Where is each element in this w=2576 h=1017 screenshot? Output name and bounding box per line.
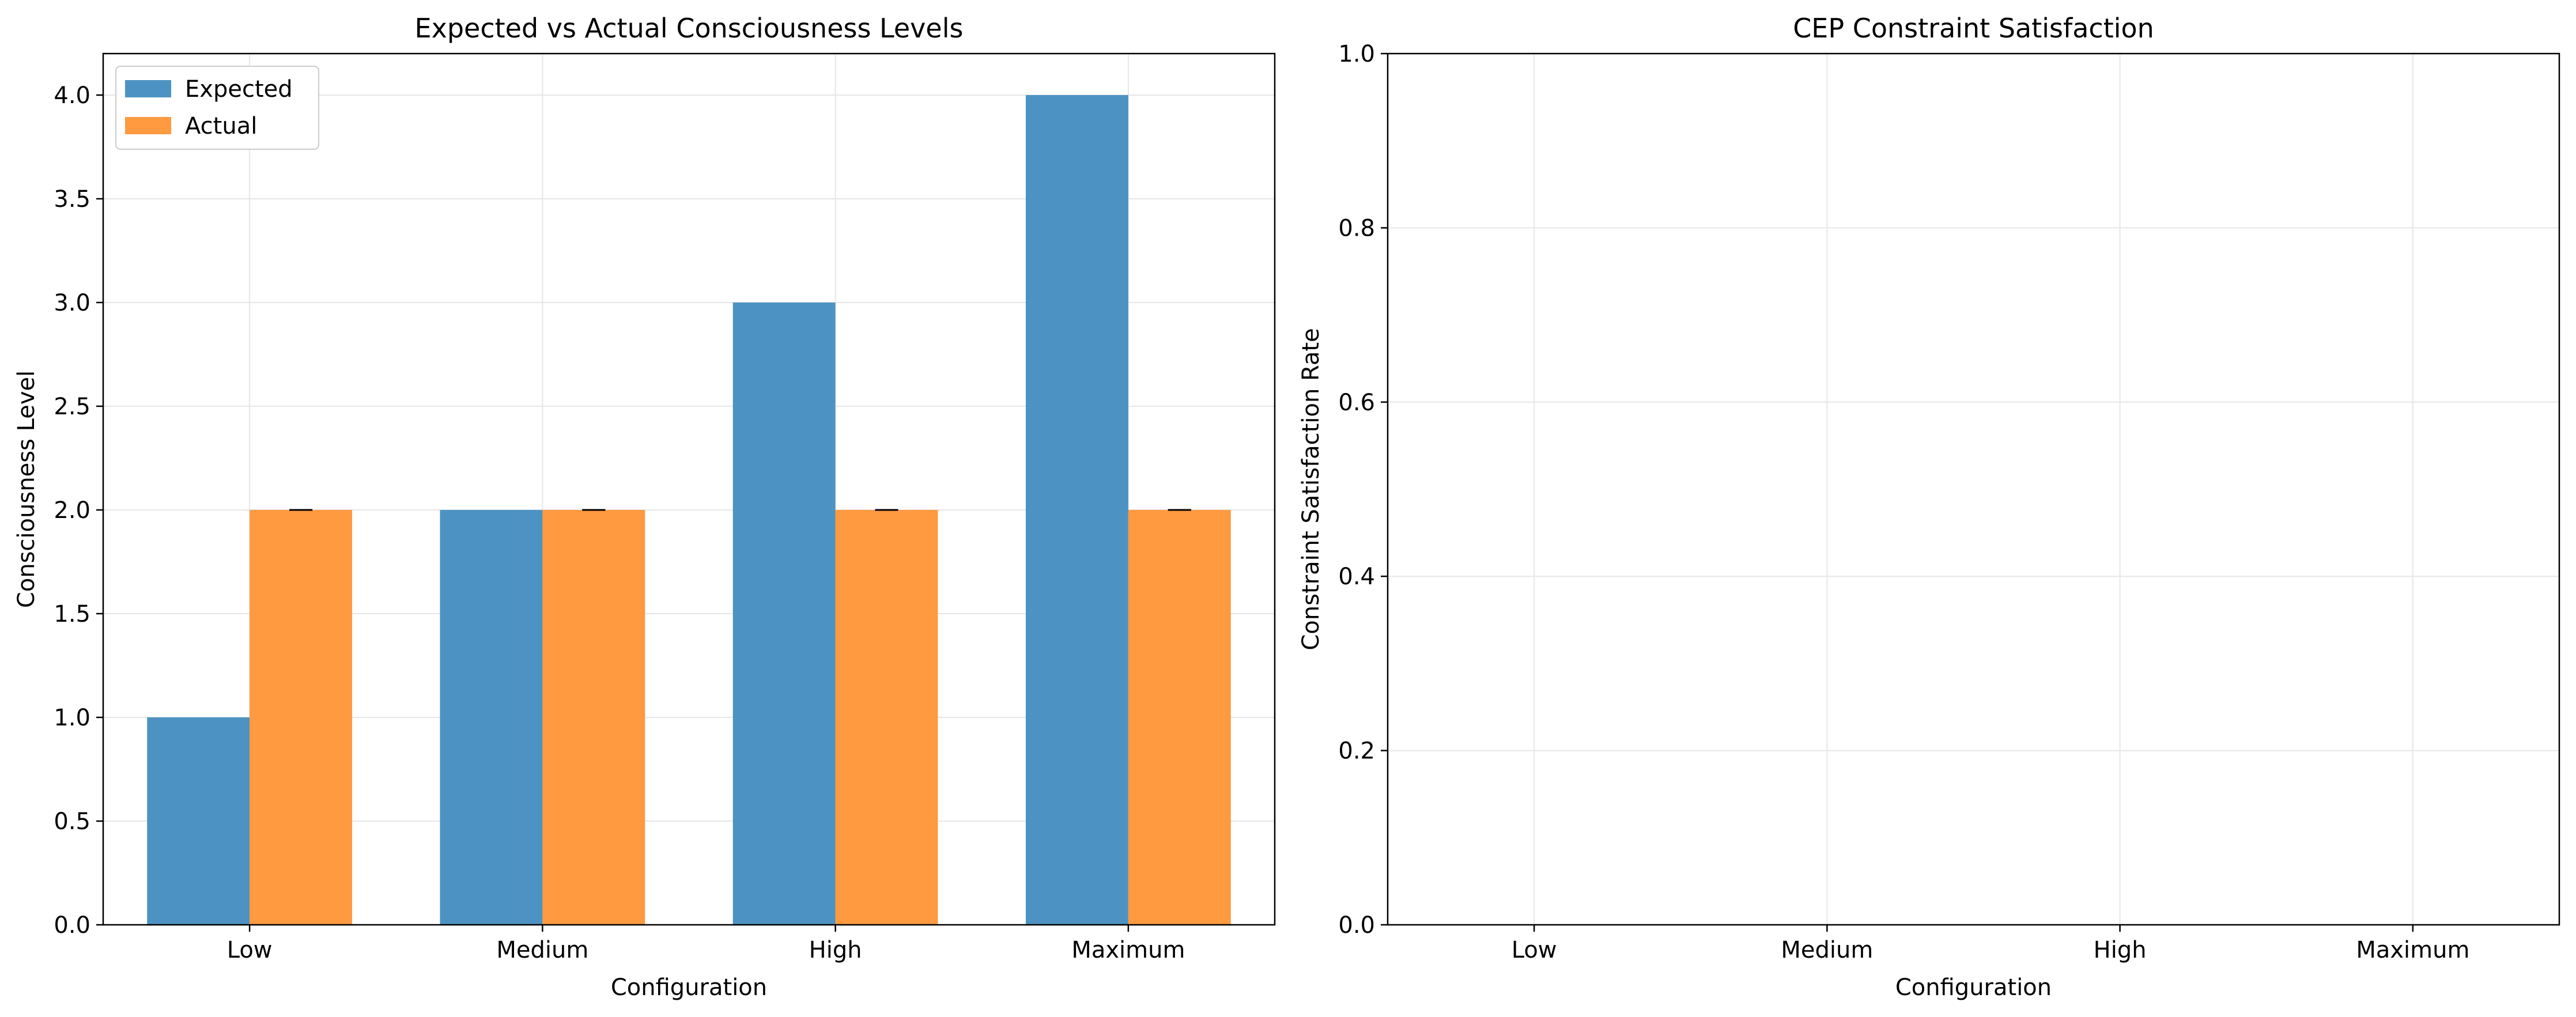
x-axis-label: Configuration	[1895, 974, 2052, 1001]
y-axis-label: Consciousness Level	[13, 370, 40, 608]
x-axis-ticks: Low Medium High Maximum	[1512, 925, 2469, 963]
legend-swatch-expected	[125, 80, 171, 97]
y-tick-label: 0.0	[54, 912, 90, 939]
chart-cep-constraint-satisfaction: 0.00.20.40.60.81.0 Low Medium High Maximum …	[1298, 13, 2560, 1001]
legend-label-actual: Actual	[185, 113, 257, 139]
y-tick-label: 0.5	[54, 808, 90, 835]
bar-actual-maximum	[1128, 510, 1231, 925]
y-tick-label: 0.0	[1338, 912, 1375, 939]
y-axis-label: Constraint Satisfaction Rate	[1298, 328, 1324, 650]
legend-swatch-actual	[125, 117, 171, 134]
y-tick-label: 0.2	[1338, 738, 1375, 765]
x-axis-label: Configuration	[611, 974, 767, 1001]
bar-expected-maximum	[1025, 95, 1128, 925]
y-tick-label: 0.4	[1338, 564, 1375, 590]
x-tick-label-low: Low	[1512, 937, 1557, 963]
x-tick-label-high: High	[2094, 937, 2147, 963]
y-tick-label: 0.8	[1338, 215, 1375, 241]
legend: Expected Actual	[115, 66, 319, 150]
y-tick-label: 3.0	[54, 290, 90, 316]
x-tick-label-low: Low	[227, 937, 273, 963]
bar-actual-medium	[542, 510, 645, 925]
chart-title: Expected vs Actual Consciousness Levels	[415, 13, 964, 44]
bar-expected-medium	[440, 510, 543, 925]
plot-frame	[1387, 52, 2560, 926]
x-tick-label-maximum: Maximum	[1071, 937, 1185, 963]
bar-actual-high	[835, 510, 938, 925]
bars	[147, 95, 1231, 925]
plot-frame	[102, 52, 1276, 926]
y-tick-label: 1.0	[1338, 41, 1375, 67]
chart-expected-vs-actual: 0.0 0.5 1.0 1.5 2.0 2.5 3.0 3.5 4.0 Low Medium Hig…	[13, 13, 1276, 1001]
x-tick-label-medium: Medium	[1781, 937, 1873, 963]
y-tick-label: 1.5	[54, 601, 90, 627]
chart-title: CEP Constraint Satisfaction	[1793, 13, 2154, 44]
y-tick-label: 3.5	[54, 186, 90, 213]
x-tick-label-medium: Medium	[496, 937, 588, 963]
y-tick-label: 2.5	[54, 394, 90, 420]
bar-expected-high	[732, 303, 836, 925]
x-tick-label-maximum: Maximum	[2356, 937, 2469, 963]
y-tick-label: 1.0	[54, 705, 90, 731]
x-axis-ticks: Low Medium High Maximum	[227, 925, 1185, 963]
y-axis-ticks: 0.0 0.5 1.0 1.5 2.0 2.5 3.0 3.5 4.0	[54, 82, 103, 939]
legend-label-expected: Expected	[185, 76, 293, 103]
y-tick-label: 0.6	[1338, 390, 1375, 416]
y-tick-label: 2.0	[54, 497, 90, 524]
bar-actual-low	[250, 510, 353, 925]
y-axis-ticks: 0.0 0.2 0.4 0.6 0.8 1.0	[1338, 41, 1388, 939]
y-tick-label: 4.0	[54, 82, 90, 109]
x-tick-label-high: High	[809, 937, 862, 963]
bar-expected-low	[147, 717, 250, 925]
